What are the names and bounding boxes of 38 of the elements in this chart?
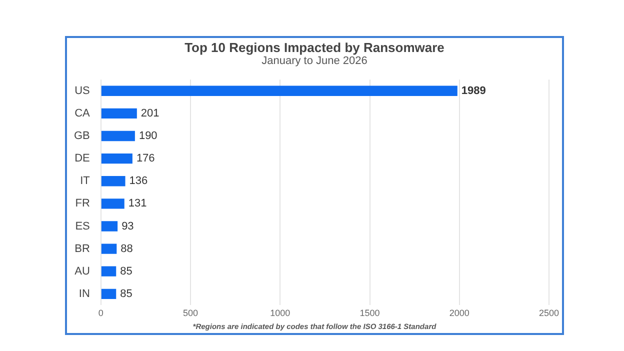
bar xyxy=(101,130,135,142)
data-label: 136 xyxy=(129,175,148,188)
y-tick-label: IN xyxy=(78,288,90,300)
y-tick-label: ES xyxy=(75,220,90,232)
x-tick-label: 2000 xyxy=(449,308,470,318)
x-tick-label: 500 xyxy=(183,308,198,318)
y-tick-label: US xyxy=(74,84,90,97)
bar xyxy=(101,198,124,209)
data-label: 131 xyxy=(128,198,147,210)
x-tick-label: 1500 xyxy=(360,308,380,318)
data-label: 190 xyxy=(138,130,158,142)
x-tick-label: 0 xyxy=(98,308,104,318)
bar xyxy=(101,153,132,164)
y-tick-label: AU xyxy=(74,265,90,278)
x-tick-label: 2500 xyxy=(538,308,560,318)
y-tick-label: BR xyxy=(74,242,90,255)
chart-subtitle: January to June 2026 xyxy=(260,55,368,67)
bar xyxy=(101,288,116,299)
bar xyxy=(101,244,117,254)
x-tick-label: 1000 xyxy=(270,308,290,318)
bar xyxy=(101,266,116,276)
data-label: 85 xyxy=(120,265,132,278)
bar xyxy=(101,221,118,232)
bar xyxy=(101,108,137,119)
y-tick-label: CA xyxy=(74,107,91,120)
bar xyxy=(101,86,458,96)
data-label: 93 xyxy=(122,220,134,232)
data-label: 85 xyxy=(120,288,132,300)
data-label: 88 xyxy=(120,242,133,255)
data-label: 1989 xyxy=(461,84,486,97)
y-tick-label: FR xyxy=(75,198,90,210)
y-tick-label: DE xyxy=(74,152,90,165)
chart-title: Top 10 Regions Impacted by Ransomware xyxy=(184,40,446,55)
y-tick-label: IT xyxy=(80,175,90,188)
y-tick-label: GB xyxy=(74,130,90,142)
data-label: 201 xyxy=(140,107,160,120)
data-label: 176 xyxy=(136,152,155,165)
bar xyxy=(101,176,126,186)
